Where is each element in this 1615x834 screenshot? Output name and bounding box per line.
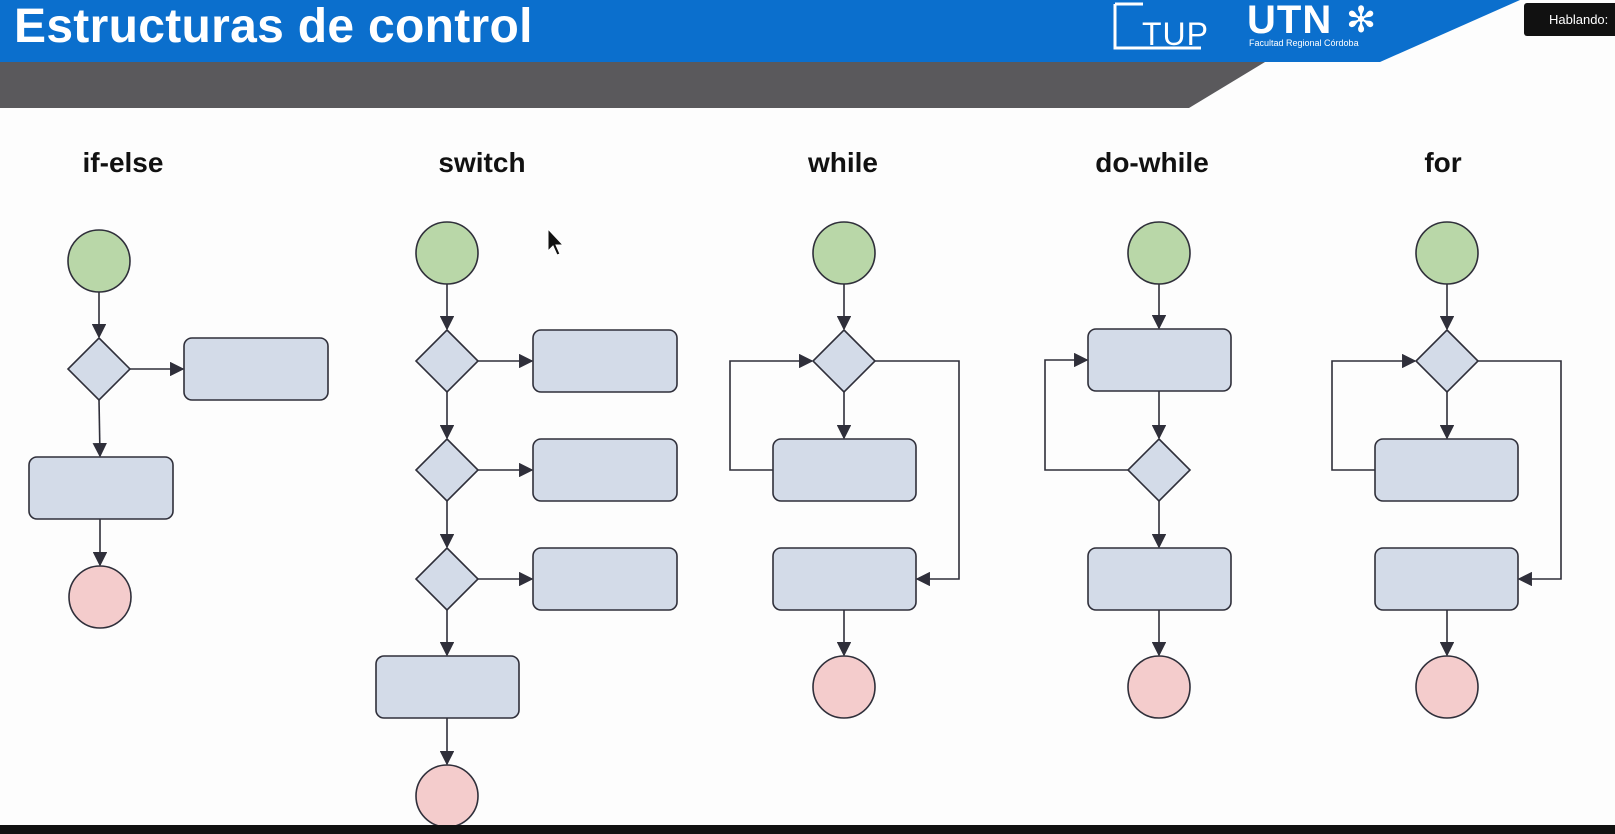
diagram-title-for: for xyxy=(1424,147,1461,178)
diagram-title-if-else: if-else xyxy=(83,147,164,178)
tup-logo-text: TUP xyxy=(1142,16,1209,52)
diagram-while: while xyxy=(729,147,960,719)
header-bar xyxy=(0,0,1615,62)
diagram-switch: switch xyxy=(375,147,678,828)
process-node xyxy=(375,655,520,719)
process-node xyxy=(1087,328,1232,392)
diagram-title-switch: switch xyxy=(438,147,525,178)
process-node xyxy=(183,337,329,401)
utn-logo-text: UTN xyxy=(1247,0,1333,42)
decision-node xyxy=(1414,328,1480,394)
diagram-do-while: do-while xyxy=(1044,147,1232,719)
start-node xyxy=(67,229,131,293)
decision-node xyxy=(414,546,480,612)
decision-node xyxy=(811,328,877,394)
process-node xyxy=(1087,547,1232,611)
process-node xyxy=(532,438,678,502)
end-node xyxy=(415,764,479,828)
end-node xyxy=(812,655,876,719)
decision-node xyxy=(66,336,132,402)
speaking-indicator: Hablando: xyxy=(1524,3,1615,36)
start-node xyxy=(415,221,479,285)
diagram-for: for xyxy=(1331,147,1562,719)
decision-node xyxy=(1126,437,1192,503)
slide-title: Estructuras de control xyxy=(14,0,533,53)
cursor-arrow-icon xyxy=(547,227,565,256)
diagram-title-do-while: do-while xyxy=(1095,147,1209,178)
end-node xyxy=(1415,655,1479,719)
process-node xyxy=(28,456,174,520)
start-node xyxy=(1127,221,1191,285)
end-node xyxy=(68,565,132,629)
start-node xyxy=(1415,221,1479,285)
process-node xyxy=(1374,547,1519,611)
diagram-if-else: if-else xyxy=(28,147,329,629)
process-node xyxy=(772,547,917,611)
diagram-title-while: while xyxy=(807,147,878,178)
tup-logo-frame-icon xyxy=(1113,2,1201,50)
process-node xyxy=(1374,438,1519,502)
decision-node xyxy=(414,328,480,394)
start-node xyxy=(812,221,876,285)
process-node xyxy=(532,329,678,393)
utn-logo-subtitle: Facultad Regional Córdoba xyxy=(1249,38,1359,48)
header-subbar xyxy=(0,62,1265,108)
utn-emblem-icon: ✻ xyxy=(1346,0,1377,40)
process-node xyxy=(772,438,917,502)
process-node xyxy=(532,547,678,611)
decision-node xyxy=(414,437,480,503)
bottom-bar xyxy=(0,825,1615,834)
end-node xyxy=(1127,655,1191,719)
